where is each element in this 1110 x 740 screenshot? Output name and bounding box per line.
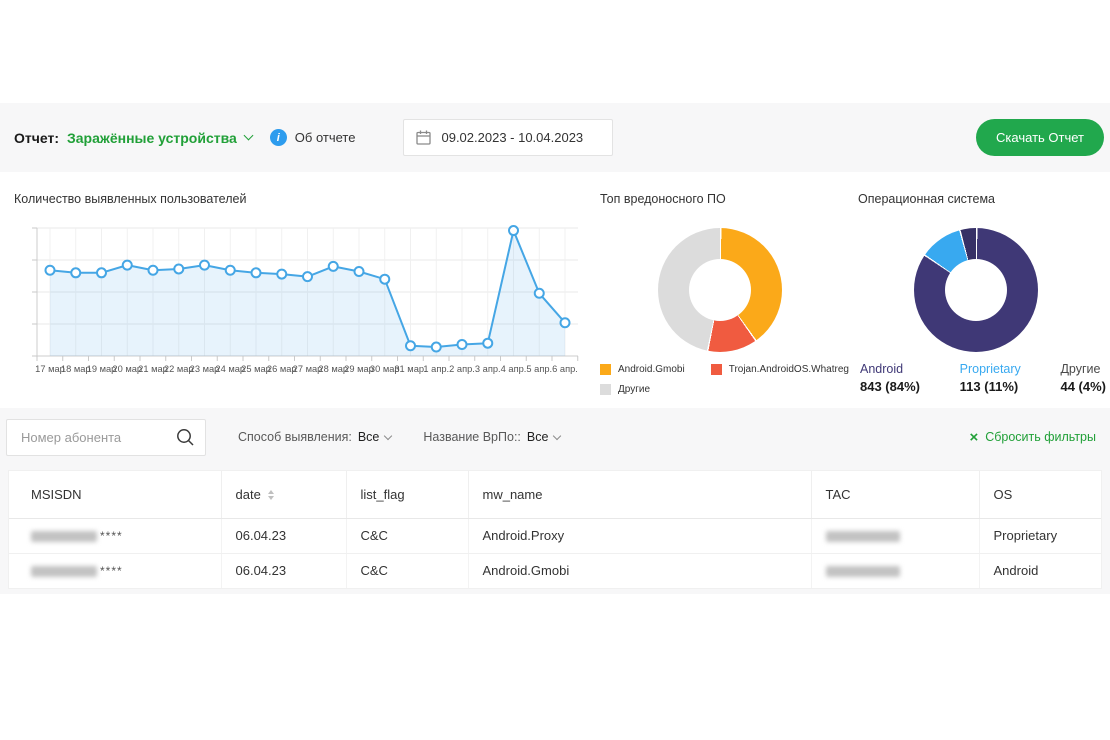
masked-msisdn [31,531,97,542]
date-cell: 06.04.23 [221,518,346,553]
report-header: Отчет: Заражённые устройства i Об отчете… [0,103,1110,172]
svg-text:1 апр.: 1 апр. [423,364,449,374]
close-icon: × [969,430,978,445]
malware-donut-block: Топ вредоносного ПО Android.GmobiTrojan.… [600,192,850,206]
column-header-os: OS [979,471,1101,518]
legend-item-0[interactable]: Android.Gmobi [600,364,685,375]
column-header-mw-name: mw_name [468,471,811,518]
malware-legend: Android.Gmobi Trojan.AndroidOS.Whatreg Дру… [600,364,850,395]
svg-text:31 мар.: 31 мар. [394,364,426,374]
chevron-down-icon [384,431,392,439]
masked-msisdn [31,566,97,577]
os-stat-label: Proprietary [960,362,1021,376]
search-icon[interactable] [176,428,195,447]
calendar-icon [416,130,431,145]
tac-cell [811,553,979,588]
table-row: **** 06.04.23C&CAndroid.Gmobi Android [9,553,1101,588]
os-stat-proprietary: Proprietary 113 (11%) [960,362,1021,394]
date-range-value: 09.02.2023 - 10.04.2023 [441,130,583,145]
os-donut-block: Операционная система Android843 (84%)Pro… [858,192,1106,206]
column-header-tac: TAC [811,471,979,518]
os-stat-label: Другие [1060,362,1106,376]
msisdn-cell: **** [9,518,221,553]
tac-cell [811,518,979,553]
filter-bar: Способ выявления: Все Название ВрПо:: Вс… [0,408,1110,466]
legend-swatch [600,384,611,395]
column-header-msisdn: MSISDN [9,471,221,518]
chevron-down-icon [243,131,253,141]
list-flag-cell: C&C [346,553,468,588]
detected-users-line-chart: 17 мар18 мар19 мар20 мар21 мар22 мар23 м… [10,216,586,382]
legend-item-2[interactable]: Другие [600,384,650,395]
svg-text:2 апр.: 2 апр. [449,364,475,374]
report-prefix-label: Отчет: [14,130,59,146]
mw-name-cell: Android.Gmobi [468,553,811,588]
donut-hole [689,259,751,321]
svg-text:3 апр.: 3 апр. [475,364,501,374]
report-type-value: Заражённые устройства [67,130,237,146]
report-type-dropdown[interactable]: Заражённые устройства [67,130,252,146]
column-header-date[interactable]: date [221,471,346,518]
msisdn-suffix: **** [100,564,123,578]
subscriber-search-input[interactable] [19,429,176,446]
legend-label: Другие [618,384,650,395]
detection-method-label: Способ выявления: [238,430,352,444]
legend-item-1[interactable]: Trojan.AndroidOS.Whatreg [711,364,849,375]
svg-text:5 апр.: 5 апр. [526,364,552,374]
malware-name-value: Все [527,430,549,444]
line-chart-title: Количество выявленных пользователей [14,192,246,206]
masked-tac [826,531,900,542]
donut-hole [945,259,1007,321]
sort-icon[interactable] [268,490,274,500]
svg-text:4 апр.: 4 апр. [501,364,527,374]
os-stat-value: 113 (11%) [960,379,1021,394]
legend-label: Trojan.AndroidOS.Whatreg [729,364,849,375]
reset-filters-button[interactable]: × Сбросить фильтры [969,430,1096,445]
legend-label: Android.Gmobi [618,364,685,375]
malware-chart-title: Топ вредоносного ПО [600,192,850,206]
os-stat-value: 843 (84%) [860,379,920,394]
download-report-button[interactable]: Скачать Отчет [976,119,1104,156]
os-stat-android: Android 843 (84%) [860,362,920,394]
detection-method-dropdown[interactable]: Все [358,430,392,444]
chevron-down-icon [553,431,561,439]
table-header-row: MSISDN date list_flag mw_name TAC OS [9,471,1101,518]
reset-filters-label: Сбросить фильтры [985,430,1096,444]
legend-swatch [711,364,722,375]
os-donut-chart [914,228,1038,352]
column-header-list-flag: list_flag [346,471,468,518]
msisdn-suffix: **** [100,529,123,543]
os-chart-title: Операционная система [858,192,1106,206]
malware-name-dropdown[interactable]: Все [527,430,561,444]
malware-name-label: Название ВрПо:: [423,430,521,444]
date-cell: 06.04.23 [221,553,346,588]
legend-swatch [600,364,611,375]
about-report-label: Об отчете [295,130,356,145]
os-stats-row: Android 843 (84%) Proprietary 113 (11%) Друг… [860,362,1106,394]
list-flag-cell: C&C [346,518,468,553]
charts-section: Количество выявленных пользователей 17 м… [0,172,1110,408]
info-icon[interactable]: i [270,129,287,146]
infected-devices-table: MSISDN date list_flag mw_name TAC OS ***… [8,470,1102,589]
os-cell: Proprietary [979,518,1101,553]
masked-tac [826,566,900,577]
os-stat-value: 44 (4%) [1060,379,1106,394]
os-stat-другие: Другие 44 (4%) [1060,362,1106,394]
malware-donut-chart [658,228,782,352]
os-stat-label: Android [860,362,920,376]
msisdn-cell: **** [9,553,221,588]
detection-method-value: Все [358,430,380,444]
os-cell: Android [979,553,1101,588]
mw-name-cell: Android.Proxy [468,518,811,553]
subscriber-search-box[interactable] [6,419,206,456]
svg-text:6 апр.: 6 апр. [552,364,578,374]
table-row: **** 06.04.23C&CAndroid.Proxy Proprietary [9,518,1101,553]
date-range-picker[interactable]: 09.02.2023 - 10.04.2023 [403,119,613,156]
